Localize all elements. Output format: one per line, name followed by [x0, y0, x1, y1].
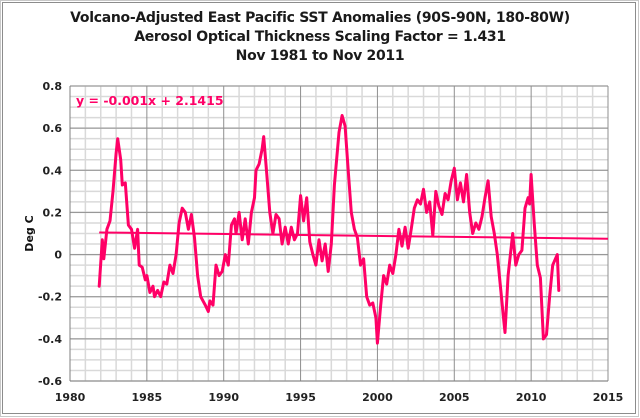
axes	[69, 86, 608, 382]
y-tick-labels: -0.6 -0.4 -0.2 0 0.2 0.4 0.6 0.8	[38, 80, 62, 388]
x-tick-label: 1995	[285, 391, 316, 404]
x-tick-label: 1985	[132, 391, 163, 404]
y-tick-label: 0.4	[43, 164, 63, 177]
x-tick-label: 1990	[208, 391, 239, 404]
y-tick-label: 0	[54, 249, 62, 262]
y-tick-label: 0.2	[43, 206, 63, 219]
y-tick-label: -0.4	[38, 333, 62, 346]
x-tick-label: 1980	[55, 391, 86, 404]
y-tick-label: 0.8	[43, 80, 63, 93]
trendline-equation: y = -0.001x + 2.1415	[76, 93, 224, 108]
series-line	[97, 114, 561, 345]
x-tick-label: 2015	[593, 391, 624, 404]
chart-subtitle-1: Aerosol Optical Thickness Scaling Factor…	[134, 29, 506, 45]
y-axis-label: Deg C	[23, 215, 36, 251]
x-tick-labels: 1980 1985 1990 1995 2000 2005 2010 2015	[55, 391, 624, 404]
chart-subtitle-2: Nov 1981 to Nov 2011	[235, 48, 405, 64]
chart-area	[2, 2, 636, 414]
chart-title: Volcano-Adjusted East Pacific SST Anomal…	[70, 10, 570, 26]
y-tick-label: 0.6	[43, 122, 63, 135]
x-tick-label: 2000	[362, 391, 393, 404]
y-tick-label: -0.2	[38, 291, 62, 304]
y-tick-label: -0.6	[38, 375, 62, 388]
x-tick-label: 2010	[516, 391, 547, 404]
x-tick-label: 2005	[439, 391, 470, 404]
